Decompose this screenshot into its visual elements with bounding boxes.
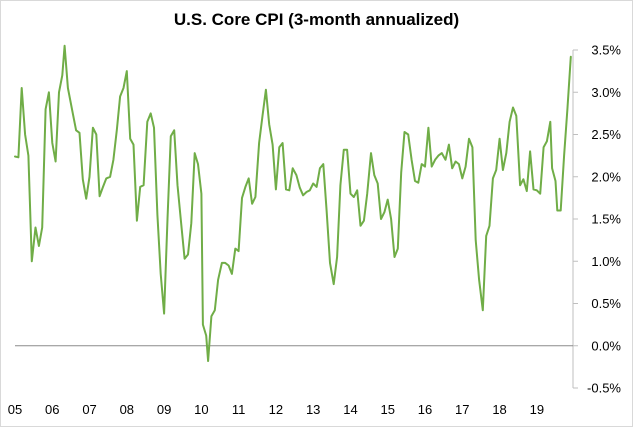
y-tick-label: 1.5% xyxy=(591,212,621,227)
y-tick-label: 3.5% xyxy=(591,43,621,58)
x-tick-label: 13 xyxy=(306,402,320,417)
x-tick-label: 16 xyxy=(418,402,432,417)
chart-title: U.S. Core CPI (3-month annualized) xyxy=(173,10,460,29)
x-tick-label: 11 xyxy=(232,402,246,417)
x-tick-label: 08 xyxy=(120,402,134,417)
y-tick-label: 2.5% xyxy=(591,127,621,142)
y-tick-label: 0.5% xyxy=(591,296,621,311)
y-tick-label: 0.0% xyxy=(591,338,621,353)
series-line xyxy=(14,44,572,362)
x-tick-label: 05 xyxy=(8,402,22,417)
axes xyxy=(15,49,578,389)
x-tick-label: 12 xyxy=(269,402,283,417)
x-tick-label: 15 xyxy=(381,402,395,417)
y-tick-label: -0.5% xyxy=(587,381,621,396)
series-layer xyxy=(14,44,572,362)
x-tick-label: 14 xyxy=(343,402,357,417)
y-tick-label: 1.0% xyxy=(591,254,621,269)
x-tick-label: 19 xyxy=(530,402,544,417)
x-tick-label: 09 xyxy=(157,402,171,417)
y-axis-tick-labels: 3.5% 3.0% 2.5% 2.0% 1.5% 1.0% 0.5% 0.0% -0.5% xyxy=(587,43,621,396)
x-tick-label: 10 xyxy=(194,402,208,417)
y-tick-label: 3.0% xyxy=(591,85,621,100)
x-tick-label: 18 xyxy=(492,402,506,417)
x-tick-label: 07 xyxy=(82,402,96,417)
x-tick-label: 06 xyxy=(45,402,59,417)
x-axis-tick-labels: 05 06 07 08 09 10 11 12 13 14 15 16 17 18 19 xyxy=(8,402,544,417)
y-tick-label: 2.0% xyxy=(591,169,621,184)
x-tick-label: 17 xyxy=(455,402,469,417)
